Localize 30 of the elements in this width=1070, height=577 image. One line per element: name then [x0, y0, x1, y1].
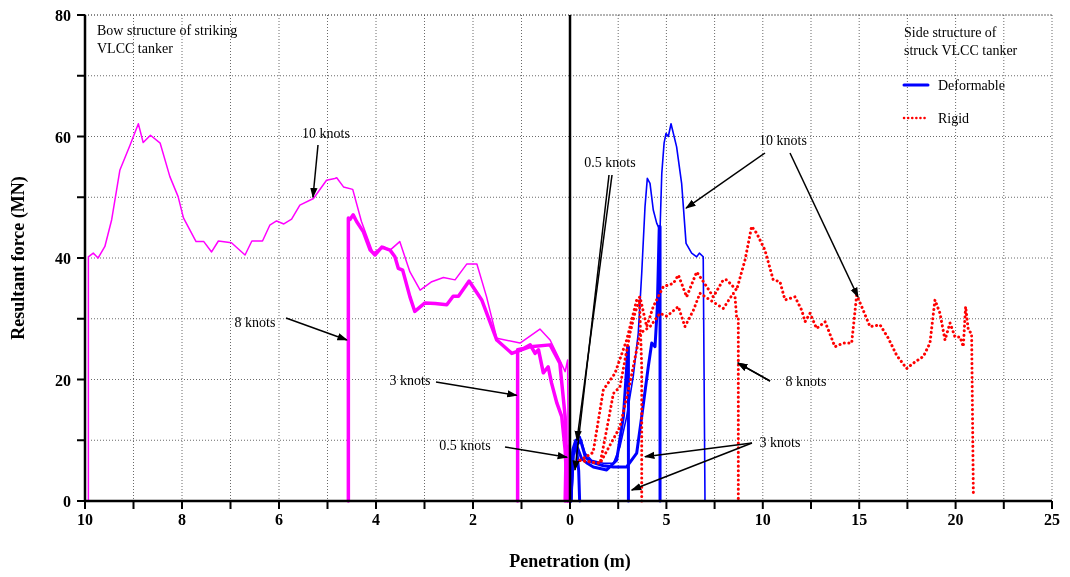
x-tick-label: 5 — [662, 511, 671, 528]
x-tick-label: 10 — [754, 511, 771, 528]
y-tick-label: 60 — [55, 128, 71, 146]
legend-label: Deformable — [938, 78, 1005, 93]
y-axis-title: Resultant force (MN) — [8, 176, 29, 340]
annotation: 10 knots — [759, 133, 807, 148]
x-tick-label: 6 — [275, 511, 283, 528]
annotation: Bow structure of striking VLCC tanker — [97, 23, 238, 56]
y-tick-label: 0 — [63, 493, 71, 510]
y-tick-label: 20 — [55, 371, 71, 389]
x-tick-label: 8 — [178, 511, 186, 528]
x-tick-label: 25 — [1044, 511, 1060, 528]
annotation: 3 knots — [389, 373, 431, 388]
legend-title: Side structure of struck VLCC tanker — [904, 25, 1018, 58]
x-tick-label: 10 — [77, 511, 93, 528]
annotation: 0.5 knots — [439, 438, 491, 453]
x-axis-title: Penetration (m) — [509, 551, 631, 572]
x-tick-label: 4 — [372, 511, 380, 528]
annotation: 8 knots — [234, 315, 276, 330]
x-tick-label: 15 — [851, 511, 868, 528]
annotation: 8 knots — [785, 374, 827, 389]
x-tick-label: 20 — [947, 511, 964, 528]
x-tick-label: 2 — [469, 511, 477, 528]
y-tick-label: 40 — [55, 250, 71, 267]
legend-label: Rigid — [938, 111, 970, 126]
x-tick-label: 0 — [566, 511, 574, 528]
annotation: 0.5 knots — [584, 155, 636, 170]
annotation: 10 knots — [302, 126, 350, 141]
annotation: 3 knots — [759, 435, 801, 450]
y-tick-label: 80 — [55, 7, 71, 24]
